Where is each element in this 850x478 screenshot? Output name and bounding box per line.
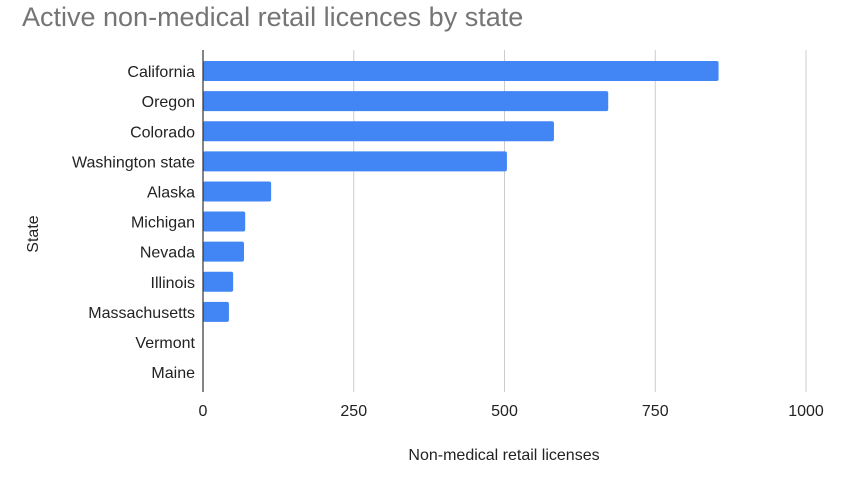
bar-colorado: [203, 121, 554, 142]
chart-title: Active non-medical retail licences by st…: [22, 2, 524, 32]
category-label-nevada: Nevada: [140, 245, 195, 262]
category-label-massachusetts: Massachusetts: [88, 305, 195, 322]
category-label-washington-state: Washington state: [72, 154, 195, 171]
x-tick-250: 250: [340, 403, 367, 420]
x-tick-0: 0: [199, 403, 208, 420]
bar-alaska: [203, 181, 272, 202]
bar-california: [203, 61, 719, 82]
bar-nevada: [203, 241, 245, 262]
x-tick-labels: 0 250 500 750 1000: [199, 403, 824, 420]
bar-oregon: [203, 91, 609, 112]
bar-washington-state: [203, 151, 507, 172]
x-tick-750: 750: [642, 403, 669, 420]
bar-massachusetts: [203, 301, 229, 322]
bar-michigan: [203, 211, 246, 232]
y-axis-title: State: [25, 215, 42, 252]
category-label-california: California: [127, 64, 195, 81]
x-tick-1000: 1000: [788, 403, 824, 420]
category-label-oregon: Oregon: [142, 94, 195, 111]
x-tick-500: 500: [491, 403, 518, 420]
category-label-maine: Maine: [151, 365, 195, 382]
category-label-alaska: Alaska: [147, 184, 195, 201]
bar-illinois: [203, 271, 234, 292]
category-labels: California Oregon Colorado Washington state…: [72, 64, 196, 382]
category-label-illinois: Illinois: [151, 275, 195, 292]
category-label-colorado: Colorado: [130, 124, 195, 141]
bars: [203, 61, 719, 322]
category-label-vermont: Vermont: [135, 335, 195, 352]
category-label-michigan: Michigan: [131, 215, 195, 232]
x-axis-title: Non-medical retail licenses: [408, 447, 599, 464]
